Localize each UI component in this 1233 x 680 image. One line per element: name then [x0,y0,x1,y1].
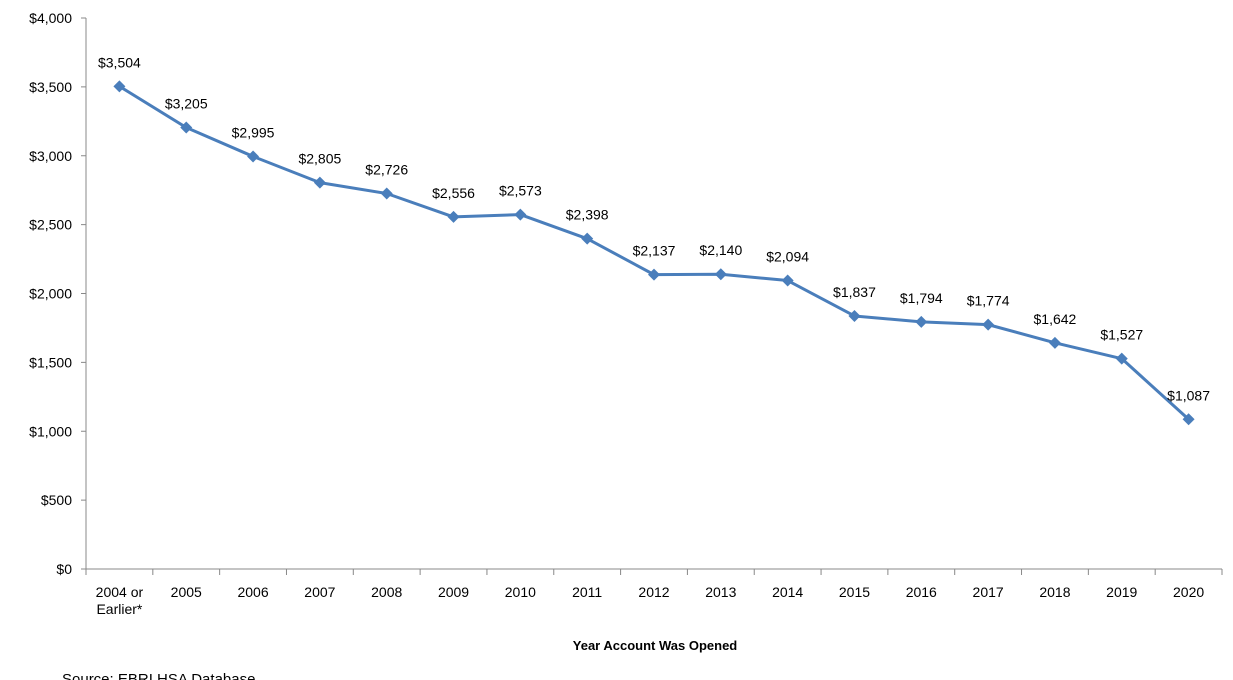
y-tick-label: $0 [56,561,72,577]
data-label: $1,794 [900,290,943,306]
x-tick-label: 2015 [839,584,870,600]
x-tick-label: 2005 [171,584,202,600]
data-label: $2,094 [766,249,809,265]
x-tick-label: 2018 [1039,584,1070,600]
marker [714,268,727,281]
marker [1115,352,1128,365]
data-label: $2,137 [633,243,676,259]
y-tick-label: $500 [41,492,72,508]
marker [1048,336,1061,349]
x-tick-label: 2016 [906,584,937,600]
y-tick-label: $3,000 [29,148,72,164]
data-label: $2,556 [432,185,475,201]
data-label: $1,642 [1034,311,1077,327]
x-tick-label: 2014 [772,584,803,600]
marker [380,187,393,200]
marker [982,318,995,331]
x-tick-label: 2020 [1173,584,1204,600]
x-tick-label: 2006 [237,584,268,600]
y-tick-label: $1,000 [29,423,72,439]
marker [447,210,460,223]
data-label: $2,805 [298,151,341,167]
data-label: $1,087 [1167,387,1210,403]
x-tick-label: 2017 [973,584,1004,600]
y-tick-label: $3,500 [29,79,72,95]
data-label: $2,726 [365,161,408,177]
marker [247,150,260,163]
data-label: $2,398 [566,207,609,223]
data-label: $3,504 [98,54,141,70]
marker [180,121,193,134]
x-tick-label: 2013 [705,584,736,600]
x-tick-label: 2008 [371,584,402,600]
data-label: $1,527 [1100,327,1143,343]
x-tick-label: 2019 [1106,584,1137,600]
x-tick-label: 2012 [638,584,669,600]
marker [514,208,527,221]
x-tick-label: 2004 or Earlier* [96,584,144,617]
marker [848,309,861,322]
data-label: $2,140 [699,242,742,258]
data-label: $2,573 [499,183,542,199]
source-note: Source: EBRI HSA Database [62,671,255,680]
x-axis-title: Year Account Was Opened [573,638,738,653]
marker [581,232,594,245]
x-tick-label: 2010 [505,584,536,600]
marker [915,315,928,328]
marker [648,268,660,281]
x-tick-label: 2011 [572,584,602,600]
x-tick-label: 2009 [438,584,469,600]
marker [781,274,794,287]
marker [113,80,126,93]
y-tick-label: $2,000 [29,286,72,302]
y-tick-label: $4,000 [29,10,72,26]
y-tick-label: $1,500 [29,354,72,370]
data-label: $1,837 [833,284,876,300]
x-tick-label: 2007 [304,584,335,600]
data-label: $2,995 [232,124,275,140]
y-tick-label: $2,500 [29,217,72,233]
data-label: $3,205 [165,96,208,112]
data-label: $1,774 [967,293,1010,309]
marker [1182,413,1195,426]
marker [313,176,326,189]
